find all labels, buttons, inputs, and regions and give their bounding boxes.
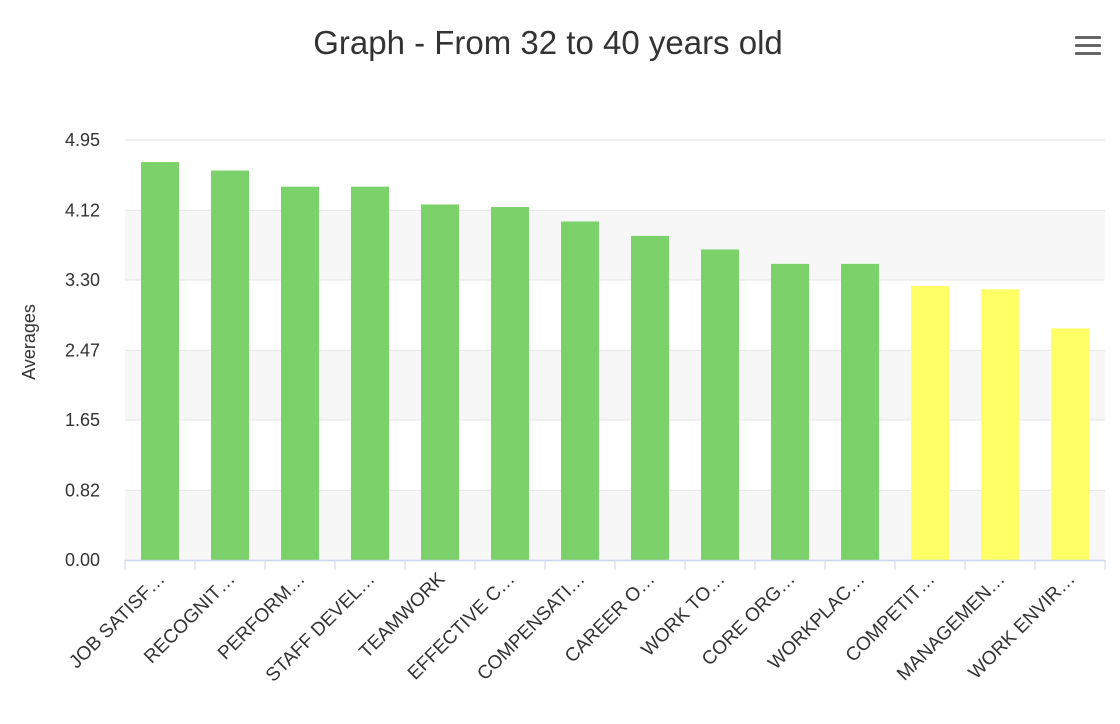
bar[interactable] [841, 263, 879, 560]
bar[interactable] [911, 285, 949, 560]
y-axis-title: Averages [19, 304, 39, 380]
y-tick-label: 2.47 [65, 340, 100, 360]
bar[interactable] [211, 170, 249, 560]
plot-band [125, 490, 1105, 560]
y-tick-label: 4.95 [65, 130, 100, 150]
plot-bands [125, 210, 1105, 560]
bar[interactable] [421, 204, 459, 560]
hamburger-menu-icon[interactable] [1068, 32, 1108, 60]
y-tick-label: 0.82 [65, 480, 100, 500]
y-tick-label: 3.30 [65, 270, 100, 290]
y-tick-label: 4.12 [65, 200, 100, 220]
grid-lines [125, 139, 1105, 491]
y-axis: 0.00 0.82 1.65 2.47 3.30 4.12 4.95 [65, 130, 100, 570]
bar[interactable] [701, 249, 739, 561]
bar[interactable] [771, 263, 809, 560]
x-axis-labels: JOB SATISF…RECOGNIT…PERFORM…STAFF DEVEL…… [65, 568, 1079, 686]
bar[interactable] [981, 289, 1019, 560]
bars [141, 162, 1089, 561]
bar[interactable] [561, 221, 599, 561]
bar[interactable] [631, 235, 669, 560]
bar[interactable] [281, 186, 319, 560]
bar[interactable] [351, 186, 389, 560]
x-axis [124, 559, 1106, 570]
bar[interactable] [1051, 328, 1089, 560]
bar[interactable] [491, 207, 529, 560]
chart-title: Graph - From 32 to 40 years old [313, 24, 783, 61]
bar[interactable] [141, 162, 179, 560]
plot-band [125, 350, 1105, 420]
plot-band [125, 210, 1105, 280]
y-tick-label: 0.00 [65, 550, 100, 570]
y-tick-label: 1.65 [65, 410, 100, 430]
